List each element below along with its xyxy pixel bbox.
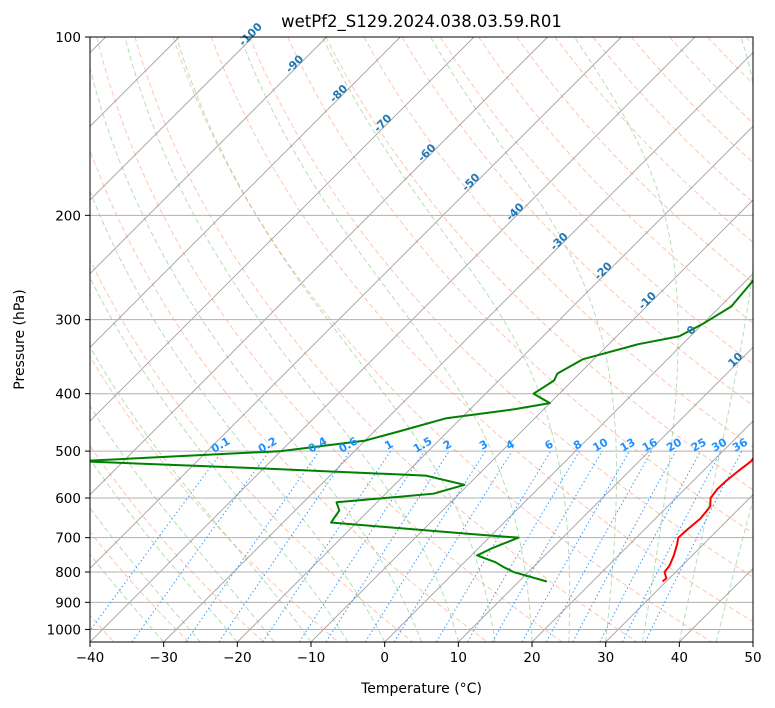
dry-adiabat-line xyxy=(90,531,190,642)
x-tick-label: 40 xyxy=(671,650,688,666)
isotherm-line xyxy=(90,37,254,201)
x-axis: −40 −30 −20 −10 0 10 20 30 40 50 xyxy=(76,642,762,666)
mixing-ratio-line xyxy=(644,450,743,642)
y-tick-label: 200 xyxy=(55,208,81,224)
y-tick-label: 1000 xyxy=(47,622,81,638)
x-tick-label: −20 xyxy=(223,650,252,666)
plot-content xyxy=(90,37,753,642)
x-tick-label: 0 xyxy=(380,650,389,666)
mixing-ratio-lines xyxy=(90,450,743,642)
dry-adiabat-line xyxy=(439,37,753,365)
dry-adiabats xyxy=(90,37,753,642)
x-tick-label: 20 xyxy=(523,650,540,666)
y-tick-label: 800 xyxy=(55,565,81,581)
mixing-ratio-line xyxy=(521,450,630,642)
mixing-ratio-line xyxy=(262,450,392,642)
isotherm-line xyxy=(237,125,753,642)
dry-adiabat-line xyxy=(96,37,563,642)
y-axis: 100 200 300 400 500 600 700 800 900 1000 xyxy=(47,30,90,638)
isotherm-line xyxy=(90,37,401,348)
mixing-ratio-line xyxy=(298,450,425,642)
x-tick-label: −30 xyxy=(149,650,178,666)
y-tick-label: 500 xyxy=(55,444,81,460)
isotherms xyxy=(90,37,753,642)
y-tick-label: 300 xyxy=(55,313,81,329)
x-tick-label: −10 xyxy=(297,650,326,666)
moist-adiabat-line xyxy=(430,37,618,642)
moist-adiabat-line xyxy=(90,458,238,642)
moist-adiabat-line xyxy=(715,498,753,642)
mixing-ratio-line xyxy=(90,450,223,632)
dry-adiabat-line xyxy=(325,37,753,491)
dry-adiabat-line xyxy=(249,37,753,578)
moist-adiabat-line xyxy=(175,37,496,642)
mixing-ratio-line xyxy=(185,450,320,642)
mixing-ratio-line xyxy=(218,450,351,642)
dry-adiabat-line xyxy=(90,355,339,642)
mixing-ratio-line xyxy=(572,450,677,642)
dry-adiabat-line xyxy=(90,258,414,642)
y-tick-label: 400 xyxy=(55,387,81,403)
isotherm-line xyxy=(90,37,696,642)
moist-adiabat-line xyxy=(239,37,533,642)
moist-adiabats xyxy=(90,37,753,642)
isotherm-line xyxy=(384,273,753,642)
x-tick-label: 30 xyxy=(597,650,614,666)
mixing-ratio-line xyxy=(131,450,270,642)
y-tick-label: 600 xyxy=(55,491,81,507)
moist-adiabat-line xyxy=(90,405,275,642)
x-tick-label: 50 xyxy=(744,650,761,666)
moist-adiabat-line xyxy=(124,37,459,642)
moist-adiabat-line xyxy=(574,37,679,642)
dry-adiabat-line xyxy=(90,445,264,642)
isotherm-line xyxy=(90,37,475,422)
mixing-ratio-line xyxy=(545,450,653,642)
isotherm-line xyxy=(310,199,753,642)
dry-adiabat-line xyxy=(172,37,712,642)
moist-adiabat-line xyxy=(90,66,422,642)
y-tick-label: 900 xyxy=(55,595,81,611)
moist-adiabat-line xyxy=(90,276,349,642)
y-tick-label: 700 xyxy=(55,531,81,547)
mixing-ratio-line xyxy=(393,450,513,642)
moist-adiabat-line xyxy=(322,37,571,642)
pressure-gridlines xyxy=(90,37,753,630)
x-axis-title: Temperature (°C) xyxy=(360,681,482,697)
dry-adiabat-line xyxy=(134,37,638,642)
y-axis-title: Pressure (hPa) xyxy=(12,289,28,389)
dry-adiabat-line xyxy=(90,148,488,642)
dry-adiabat-line xyxy=(478,37,753,324)
x-tick-label: −40 xyxy=(76,650,105,666)
moist-adiabat-line xyxy=(90,189,386,642)
isotherm-line xyxy=(531,420,753,642)
isotherm-line xyxy=(90,37,327,275)
dry-adiabat-line xyxy=(401,37,753,406)
x-tick-label: 10 xyxy=(450,650,467,666)
dewpoint-profile-line xyxy=(90,278,753,583)
dry-adiabat-line xyxy=(210,37,753,623)
isotherm-line xyxy=(90,37,548,496)
isotherm-line xyxy=(458,346,753,642)
isotherm-line xyxy=(605,494,753,642)
isotherm-line xyxy=(163,52,753,642)
profile-series xyxy=(90,278,753,583)
plot-area xyxy=(90,37,753,642)
mixing-ratio-line xyxy=(325,450,450,642)
dry-adiabat-line xyxy=(363,37,753,448)
isotherm-line xyxy=(90,37,622,569)
chart-title: wetPf2_S129.2024.038.03.59.R01 xyxy=(281,12,562,32)
y-tick-label: 100 xyxy=(55,30,81,46)
plot-frame xyxy=(89,36,754,643)
temperature-profile-line xyxy=(661,456,753,583)
